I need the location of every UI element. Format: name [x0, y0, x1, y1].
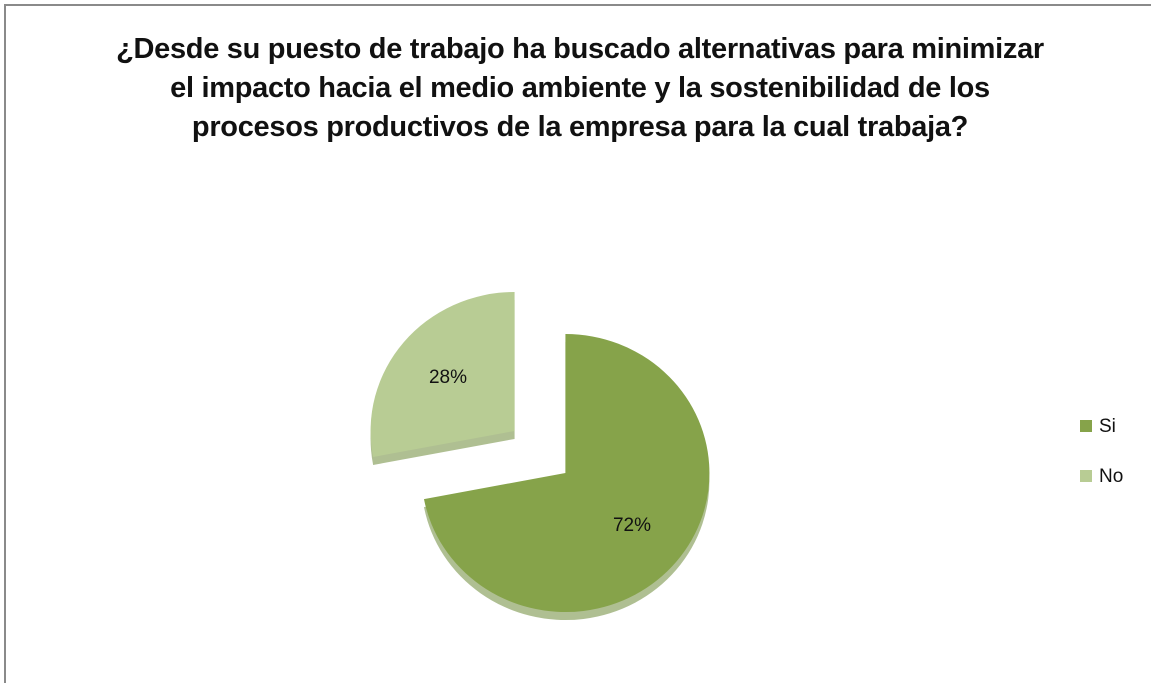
legend-swatch [1080, 470, 1092, 482]
legend-label: No [1099, 466, 1123, 487]
slice [423, 334, 710, 613]
slice [370, 291, 515, 458]
legend-swatch [1080, 420, 1092, 432]
chart-border [4, 4, 1151, 683]
legend-label: Si [1099, 416, 1116, 437]
chart-title: ¿Desde su puesto de trabajo ha buscado a… [116, 33, 1044, 143]
data-label: 72% [613, 515, 651, 536]
data-label: 28% [429, 367, 467, 388]
